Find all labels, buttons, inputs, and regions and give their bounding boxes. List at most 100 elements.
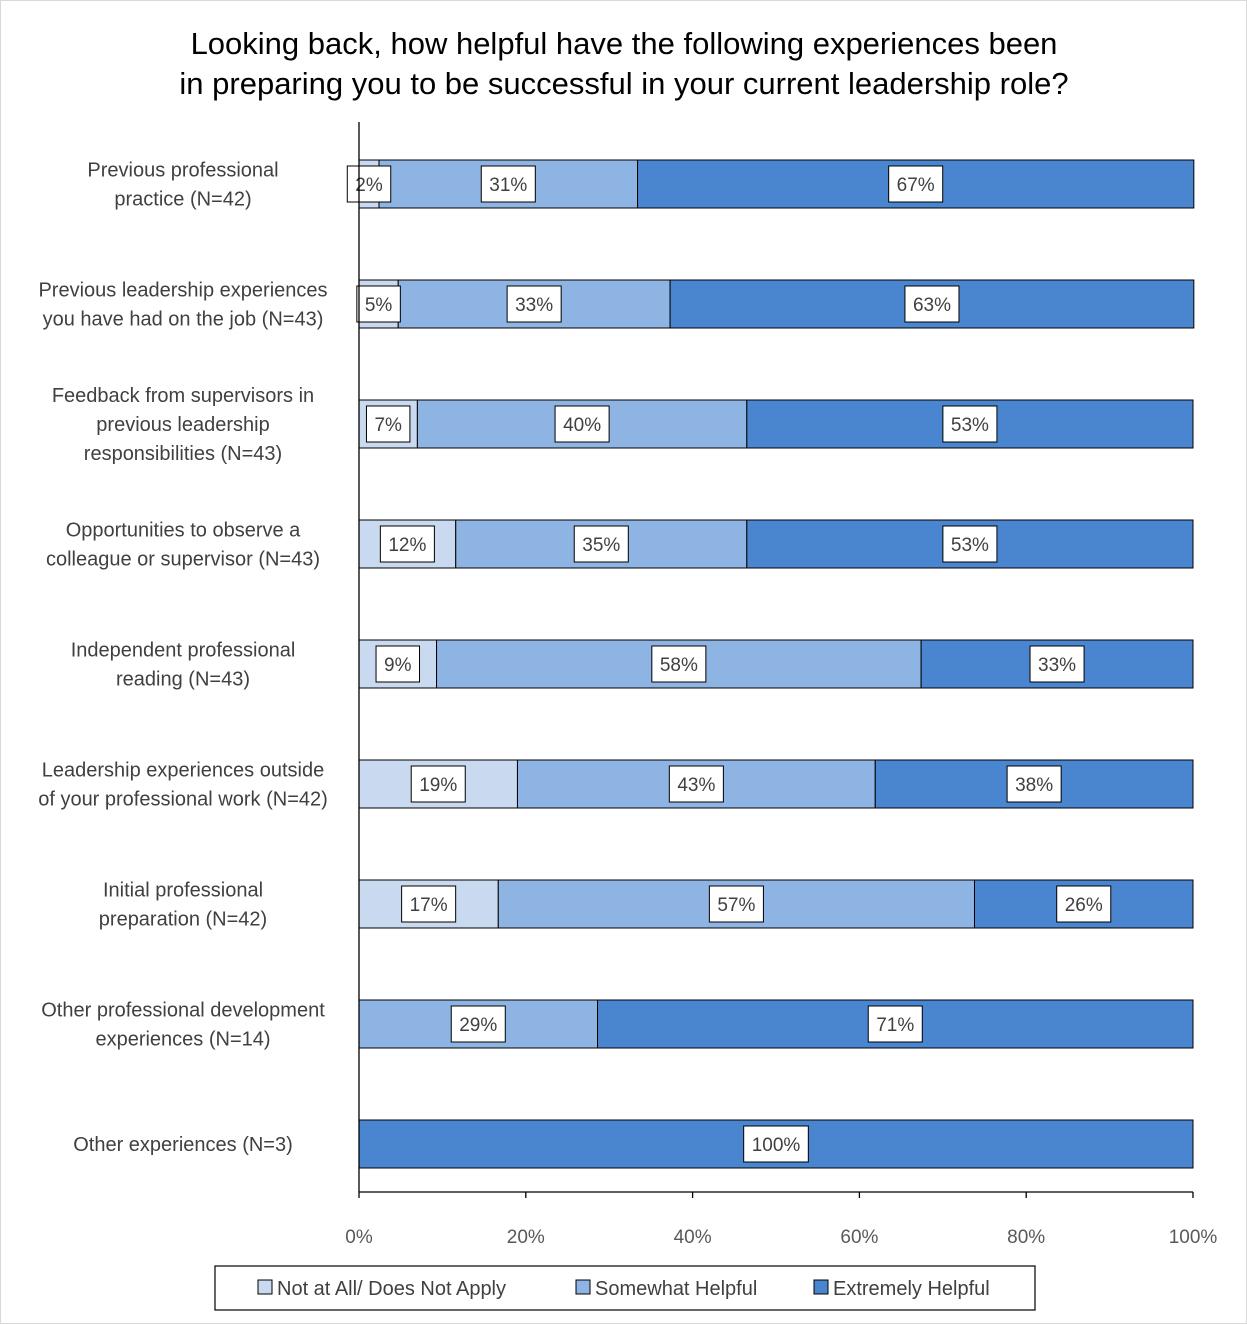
data-label: 5% bbox=[356, 285, 401, 323]
data-label-text: 53% bbox=[951, 535, 989, 556]
legend-swatch bbox=[257, 1279, 273, 1295]
category-labels: Previous professional practice (N=42) Prev… bbox=[38, 160, 328, 1157]
data-label-text: 5% bbox=[365, 295, 393, 316]
data-label-text: 12% bbox=[388, 535, 426, 556]
legend-box bbox=[214, 1265, 1036, 1311]
data-label-box bbox=[651, 645, 707, 683]
data-label: 100% bbox=[743, 1125, 809, 1163]
data-label-text: 31% bbox=[489, 175, 527, 196]
axes: 0% 20% 40% 60% 80% 100% bbox=[345, 122, 1217, 1248]
data-label: 33% bbox=[506, 285, 562, 323]
category-label: you have had on the job (N=43) bbox=[43, 309, 324, 331]
data-label-text: 40% bbox=[563, 415, 601, 436]
data-label: 33% bbox=[1029, 645, 1085, 683]
category-label: Initial professional bbox=[103, 880, 263, 902]
category-label: previous leadership bbox=[96, 414, 269, 436]
data-label-text: 63% bbox=[913, 295, 951, 316]
data-label-box bbox=[1056, 885, 1112, 923]
data-label: 26% bbox=[1056, 885, 1112, 923]
bars: 2% 31% 67% 5% 33% 63% 7% 40% 53% 12% 35% 53% 9% 58% 33… bbox=[346, 159, 1195, 1169]
category-label: Previous professional bbox=[87, 160, 278, 182]
data-label-text: 35% bbox=[582, 535, 620, 556]
data-label-text: 7% bbox=[374, 415, 402, 436]
legend: Not at All/ Does Not Apply Somewhat Helpf… bbox=[214, 1265, 1036, 1311]
data-label-text: 19% bbox=[419, 775, 457, 796]
data-label-box bbox=[346, 165, 392, 203]
data-label: 38% bbox=[1006, 765, 1062, 803]
data-label: 58% bbox=[651, 645, 707, 683]
category-label: Other professional development bbox=[41, 1000, 325, 1022]
data-label: 40% bbox=[554, 405, 610, 443]
data-label-box bbox=[379, 525, 435, 563]
legend-label: Extremely Helpful bbox=[833, 1278, 990, 1300]
data-label-text: 43% bbox=[677, 775, 715, 796]
data-label: 71% bbox=[867, 1005, 923, 1043]
data-label-box bbox=[904, 285, 960, 323]
data-label-box bbox=[365, 405, 411, 443]
data-label-box bbox=[573, 525, 629, 563]
chart-title: Looking back, how helpful have the follo… bbox=[179, 26, 1068, 101]
data-label-box bbox=[554, 405, 610, 443]
x-tick-label: 40% bbox=[674, 1227, 712, 1248]
data-label-text: 57% bbox=[717, 895, 755, 916]
category-label: reading (N=43) bbox=[116, 669, 250, 691]
x-tick-label: 20% bbox=[507, 1227, 545, 1248]
data-label-box bbox=[888, 165, 944, 203]
data-label: 63% bbox=[904, 285, 960, 323]
data-label: 53% bbox=[942, 525, 998, 563]
data-label: 29% bbox=[450, 1005, 506, 1043]
category-label: colleague or supervisor (N=43) bbox=[46, 549, 320, 571]
data-label-box bbox=[668, 765, 724, 803]
data-label: 7% bbox=[365, 405, 411, 443]
category-label: Previous leadership experiences bbox=[38, 280, 327, 302]
chart-title-line: Looking back, how helpful have the follo… bbox=[191, 26, 1058, 61]
data-label: 43% bbox=[668, 765, 724, 803]
legend-swatch bbox=[813, 1279, 829, 1295]
category-label: Opportunities to observe a bbox=[66, 520, 301, 542]
data-label-box bbox=[743, 1125, 809, 1163]
data-label-box bbox=[1029, 645, 1085, 683]
data-label-box bbox=[401, 885, 457, 923]
data-label-box bbox=[942, 405, 998, 443]
category-label: Feedback from supervisors in bbox=[52, 385, 314, 407]
data-label-text: 2% bbox=[355, 175, 383, 196]
category-label: Other experiences (N=3) bbox=[73, 1134, 293, 1156]
category-label: Independent professional bbox=[71, 640, 296, 662]
data-label-box bbox=[942, 525, 998, 563]
legend-label: Not at All/ Does Not Apply bbox=[277, 1278, 506, 1300]
data-label-text: 67% bbox=[897, 175, 935, 196]
data-label: 12% bbox=[379, 525, 435, 563]
category-label: practice (N=42) bbox=[114, 189, 251, 211]
legend-swatch bbox=[575, 1279, 591, 1295]
data-label-text: 33% bbox=[515, 295, 553, 316]
data-label: 17% bbox=[401, 885, 457, 923]
data-label: 53% bbox=[942, 405, 998, 443]
data-label-text: 9% bbox=[384, 655, 412, 676]
category-label: responsibilities (N=43) bbox=[84, 443, 282, 465]
category-label: experiences (N=14) bbox=[95, 1029, 270, 1051]
category-label: preparation (N=42) bbox=[99, 909, 267, 931]
x-tick-label: 60% bbox=[840, 1227, 878, 1248]
data-label: 19% bbox=[410, 765, 466, 803]
x-tick-label: 80% bbox=[1007, 1227, 1045, 1248]
data-label-text: 38% bbox=[1015, 775, 1053, 796]
data-label-box bbox=[867, 1005, 923, 1043]
x-tick-label: 0% bbox=[345, 1227, 373, 1248]
chart-title-line: in preparing you to be successful in you… bbox=[179, 66, 1068, 101]
data-label-text: 100% bbox=[752, 1135, 801, 1156]
category-label: of your professional work (N=42) bbox=[38, 789, 328, 811]
x-tick-label: 100% bbox=[1169, 1227, 1218, 1248]
data-label: 67% bbox=[888, 165, 944, 203]
data-label-box bbox=[410, 765, 466, 803]
legend-item: Extremely Helpful bbox=[813, 1278, 990, 1300]
data-label-box bbox=[356, 285, 401, 323]
data-label-text: 53% bbox=[951, 415, 989, 436]
data-label-text: 71% bbox=[876, 1015, 914, 1036]
data-label-box bbox=[450, 1005, 506, 1043]
data-label-text: 17% bbox=[410, 895, 448, 916]
legend-item: Somewhat Helpful bbox=[575, 1278, 757, 1300]
data-label: 9% bbox=[375, 645, 421, 683]
data-label: 2% bbox=[346, 165, 392, 203]
data-label-box bbox=[708, 885, 764, 923]
